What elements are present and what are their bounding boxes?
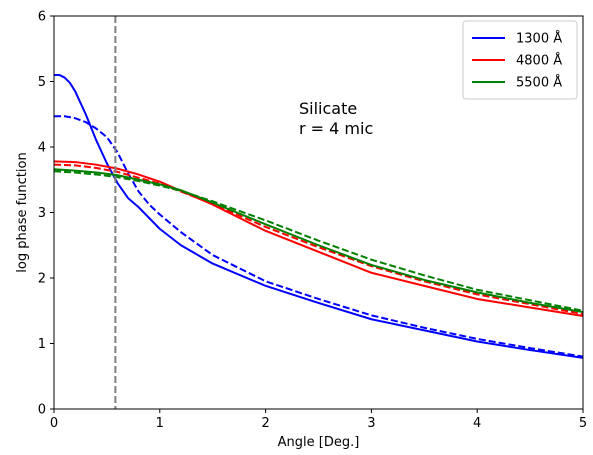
x-tick-label: 2: [261, 416, 269, 431]
annotation: Silicate r = 4 mic: [299, 99, 373, 138]
x-axis-label: Angle [Deg.]: [278, 435, 360, 450]
annotation-line-radius: r = 4 mic: [299, 119, 373, 138]
x-tick-label: 5: [579, 416, 587, 431]
series-line-1300-solid: [54, 73, 584, 359]
y-tick-label: 0: [38, 403, 46, 418]
x-tick-label: 1: [156, 416, 164, 431]
series-line-4800-solid: [53, 160, 584, 317]
legend: 1300 Å 4800 Å 5500 Å: [462, 20, 578, 100]
legend-label-1300: 1300 Å: [516, 31, 562, 47]
y-tick-label: 3: [38, 206, 46, 221]
x-tick-label: 4: [473, 416, 481, 431]
x-tick-label: 0: [50, 416, 58, 431]
y-tick-label: 5: [38, 75, 46, 90]
y-tick-label: 1: [38, 337, 46, 352]
x-tick-label: 3: [367, 416, 375, 431]
y-tick-label: 4: [38, 141, 46, 156]
series-line-5500-solid: [53, 168, 584, 314]
series-line-5500-dashed: [53, 170, 584, 312]
legend-label-5500: 5500 Å: [516, 75, 562, 91]
legend-box: [462, 20, 578, 100]
series-line-1300-dashed: [54, 115, 584, 358]
series-line-4800-dashed: [53, 163, 584, 316]
legend-items: 1300 Å 4800 Å 5500 Å: [472, 31, 562, 91]
annotation-line-material: Silicate: [299, 99, 357, 118]
y-tick-label: 6: [38, 10, 46, 25]
tick-layer: 0 1 2 3 4 5 0 1 2 3 4 5 6: [38, 10, 587, 432]
series-layer: [53, 73, 584, 359]
y-tick-label: 2: [38, 272, 46, 287]
legend-label-4800: 4800 Å: [516, 53, 562, 69]
y-axis-label: log phase function: [15, 152, 30, 272]
